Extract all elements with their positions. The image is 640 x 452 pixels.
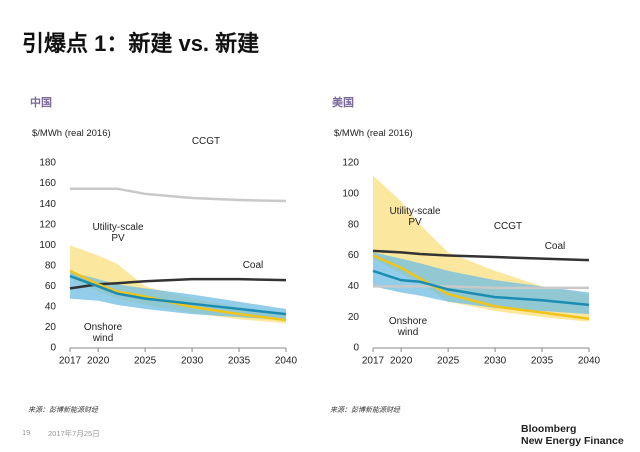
x-tick-label: 2020: [87, 356, 110, 367]
series-line: [69, 274, 287, 316]
series-label: Coal: [544, 241, 566, 252]
y-tick-label: 40: [45, 302, 57, 313]
x-tick-label: 2035: [531, 356, 554, 367]
y-tick-label: 180: [39, 158, 56, 169]
series-label: Onshore wind: [83, 322, 123, 344]
page-number: 19: [22, 428, 31, 437]
series-line: [372, 249, 590, 262]
range-band: [373, 252, 589, 315]
series-line: [372, 269, 590, 307]
chart-title: 美国: [332, 97, 354, 109]
y-tick-label: 120: [342, 158, 359, 169]
x-tick-label: 2017: [362, 356, 385, 367]
chart-title: 中国: [30, 97, 52, 109]
x-tick-label: 2030: [181, 356, 204, 367]
series-label: Onshore wind: [388, 316, 428, 338]
y-tick-label: 20: [45, 322, 57, 333]
x-tick-label: 2020: [390, 356, 413, 367]
x-tick-label: 2035: [228, 356, 251, 367]
date: 2017年7月25日: [48, 429, 100, 438]
series-label: CCGT: [493, 221, 523, 232]
series-line: [373, 285, 589, 290]
y-tick-label: 140: [39, 199, 56, 210]
x-tick-label: 2030: [484, 356, 507, 367]
y-tick-label: 100: [342, 188, 359, 199]
series-label: Coal: [242, 260, 264, 271]
series-label: Utility-scale PV: [92, 222, 144, 244]
y-tick-label: 20: [348, 312, 360, 323]
x-tick-label: 2017: [59, 356, 82, 367]
x-tick-label: 2025: [134, 356, 157, 367]
y-tick-label: 80: [348, 219, 360, 230]
x-tick-label: 2025: [437, 356, 460, 367]
source: 来源：彭博新能源财经: [28, 407, 98, 414]
y-axis-label: $/MWh (real 2016): [334, 128, 413, 139]
x-tick-label: 2040: [578, 356, 601, 367]
y-tick-label: 120: [39, 219, 56, 230]
series-label: Utility-scale PV: [389, 206, 441, 228]
y-tick-label: 0: [50, 343, 56, 354]
logo-line: Bloomberg: [521, 423, 577, 435]
source: 来源：彭博新能源财经: [330, 407, 400, 414]
slide-title: 引爆点 1：新建 vs. 新建: [22, 31, 260, 56]
y-tick-label: 0: [353, 343, 359, 354]
y-axis-label: $/MWh (real 2016): [32, 128, 111, 139]
y-tick-label: 60: [45, 281, 57, 292]
y-tick-label: 100: [39, 240, 56, 251]
x-tick-label: 2040: [275, 356, 298, 367]
series-line: [69, 269, 287, 322]
series-line: [372, 254, 590, 320]
y-tick-label: 60: [348, 250, 360, 261]
series-label: CCGT: [191, 136, 221, 147]
y-tick-label: 80: [45, 260, 57, 271]
y-tick-label: 160: [39, 178, 56, 189]
logo-line: New Energy Finance: [521, 435, 624, 447]
series-line: [70, 187, 287, 203]
y-tick-label: 40: [348, 281, 360, 292]
